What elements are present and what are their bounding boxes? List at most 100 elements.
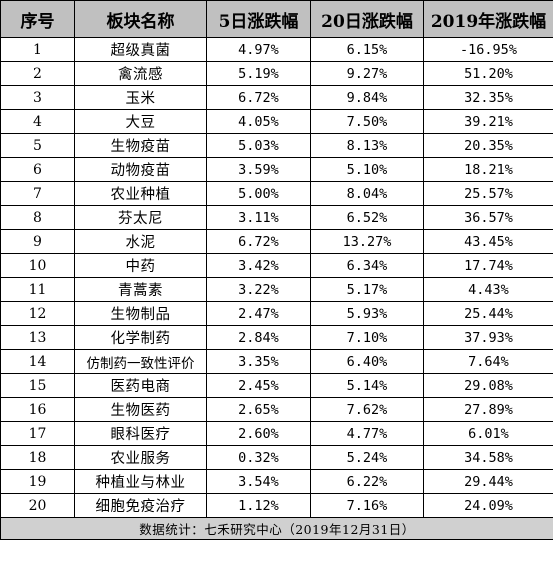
data-source-note: 数据统计：七禾研究中心（2019年12月31日） <box>0 517 553 540</box>
table-row: 7 农业种植 5.00% 8.04% 25.57% <box>0 181 553 206</box>
cell-2019-change: 7.64% <box>423 349 553 374</box>
table-row: 11 青蒿素 3.22% 5.17% 4.43% <box>0 277 553 302</box>
cell-5day-change: 0.32% <box>206 445 311 470</box>
cell-5day-change: 5.00% <box>206 181 311 206</box>
cell-sector-name: 生物制品 <box>74 301 207 326</box>
cell-20day-change: 4.77% <box>310 421 424 446</box>
cell-2019-change: 29.08% <box>423 373 553 398</box>
cell-5day-change: 1.12% <box>206 493 311 518</box>
cell-sector-name: 农业服务 <box>74 445 207 470</box>
cell-5day-change: 2.84% <box>206 325 311 350</box>
table-row: 20 细胞免疫治疗 1.12% 7.16% 24.09% <box>0 493 553 518</box>
cell-index: 9 <box>0 229 75 254</box>
cell-index: 6 <box>0 157 75 182</box>
cell-sector-name: 青蒿素 <box>74 277 207 302</box>
cell-index: 13 <box>0 325 75 350</box>
table-row: 10 中药 3.42% 6.34% 17.74% <box>0 253 553 278</box>
cell-20day-change: 7.10% <box>310 325 424 350</box>
cell-2019-change: 20.35% <box>423 133 553 158</box>
cell-2019-change: 18.21% <box>423 157 553 182</box>
cell-5day-change: 6.72% <box>206 229 311 254</box>
cell-sector-name: 农业种植 <box>74 181 207 206</box>
table-row: 14 仿制药一致性评价 3.35% 6.40% 7.64% <box>0 349 553 374</box>
cell-2019-change: 24.09% <box>423 493 553 518</box>
cell-sector-name: 动物疫苗 <box>74 157 207 182</box>
cell-index: 8 <box>0 205 75 230</box>
cell-2019-change: 51.20% <box>423 61 553 86</box>
table-row: 12 生物制品 2.47% 5.93% 25.44% <box>0 301 553 326</box>
table-row: 19 种植业与林业 3.54% 6.22% 29.44% <box>0 469 553 494</box>
cell-20day-change: 5.24% <box>310 445 424 470</box>
cell-index: 12 <box>0 301 75 326</box>
cell-2019-change: 29.44% <box>423 469 553 494</box>
cell-sector-name: 仿制药一致性评价 <box>74 349 207 374</box>
cell-20day-change: 9.27% <box>310 61 424 86</box>
cell-sector-name: 细胞免疫治疗 <box>74 493 207 518</box>
cell-2019-change: 39.21% <box>423 109 553 134</box>
cell-index: 2 <box>0 61 75 86</box>
cell-5day-change: 2.47% <box>206 301 311 326</box>
cell-5day-change: 3.54% <box>206 469 311 494</box>
cell-index: 11 <box>0 277 75 302</box>
cell-20day-change: 6.52% <box>310 205 424 230</box>
header-index: 序号 <box>0 0 75 38</box>
cell-index: 10 <box>0 253 75 278</box>
table-row: 6 动物疫苗 3.59% 5.10% 18.21% <box>0 157 553 182</box>
cell-20day-change: 5.17% <box>310 277 424 302</box>
cell-2019-change: 4.43% <box>423 277 553 302</box>
table-row: 17 眼科医疗 2.60% 4.77% 6.01% <box>0 421 553 446</box>
cell-5day-change: 6.72% <box>206 85 311 110</box>
cell-2019-change: 37.93% <box>423 325 553 350</box>
cell-20day-change: 8.04% <box>310 181 424 206</box>
table-row: 16 生物医药 2.65% 7.62% 27.89% <box>0 397 553 422</box>
table-row: 18 农业服务 0.32% 5.24% 34.58% <box>0 445 553 470</box>
cell-sector-name: 医药电商 <box>74 373 207 398</box>
cell-index: 14 <box>0 349 75 374</box>
cell-sector-name: 种植业与林业 <box>74 469 207 494</box>
cell-5day-change: 2.45% <box>206 373 311 398</box>
header-5day-change: 5日涨跌幅 <box>206 0 311 38</box>
table-body: 1 超级真菌 4.97% 6.15% -16.95% 2 禽流感 5.19% 9.27% 51.2… <box>0 37 553 518</box>
cell-sector-name: 生物医药 <box>74 397 207 422</box>
cell-5day-change: 4.05% <box>206 109 311 134</box>
cell-index: 7 <box>0 181 75 206</box>
cell-20day-change: 6.15% <box>310 37 424 62</box>
cell-2019-change: 32.35% <box>423 85 553 110</box>
cell-index: 4 <box>0 109 75 134</box>
cell-sector-name: 芬太尼 <box>74 205 207 230</box>
cell-5day-change: 3.59% <box>206 157 311 182</box>
cell-20day-change: 7.62% <box>310 397 424 422</box>
cell-5day-change: 3.42% <box>206 253 311 278</box>
sector-performance-table: 序号 板块名称 5日涨跌幅 20日涨跌幅 2019年涨跌幅 1 超级真菌 4.97%… <box>0 0 553 540</box>
cell-5day-change: 2.60% <box>206 421 311 446</box>
cell-index: 5 <box>0 133 75 158</box>
cell-5day-change: 3.35% <box>206 349 311 374</box>
cell-20day-change: 5.93% <box>310 301 424 326</box>
cell-index: 1 <box>0 37 75 62</box>
cell-sector-name: 禽流感 <box>74 61 207 86</box>
cell-2019-change: -16.95% <box>423 37 553 62</box>
cell-sector-name: 水泥 <box>74 229 207 254</box>
cell-20day-change: 7.16% <box>310 493 424 518</box>
cell-20day-change: 6.34% <box>310 253 424 278</box>
cell-sector-name: 超级真菌 <box>74 37 207 62</box>
cell-20day-change: 6.22% <box>310 469 424 494</box>
cell-5day-change: 5.03% <box>206 133 311 158</box>
cell-index: 17 <box>0 421 75 446</box>
cell-sector-name: 大豆 <box>74 109 207 134</box>
cell-index: 16 <box>0 397 75 422</box>
table-row: 1 超级真菌 4.97% 6.15% -16.95% <box>0 37 553 62</box>
header-sector-name: 板块名称 <box>74 0 207 38</box>
cell-2019-change: 25.57% <box>423 181 553 206</box>
cell-2019-change: 27.89% <box>423 397 553 422</box>
cell-sector-name: 中药 <box>74 253 207 278</box>
table-row: 8 芬太尼 3.11% 6.52% 36.57% <box>0 205 553 230</box>
cell-sector-name: 玉米 <box>74 85 207 110</box>
cell-20day-change: 5.14% <box>310 373 424 398</box>
table-row: 2 禽流感 5.19% 9.27% 51.20% <box>0 61 553 86</box>
cell-index: 3 <box>0 85 75 110</box>
cell-5day-change: 2.65% <box>206 397 311 422</box>
cell-2019-change: 43.45% <box>423 229 553 254</box>
table-row: 15 医药电商 2.45% 5.14% 29.08% <box>0 373 553 398</box>
table-row: 9 水泥 6.72% 13.27% 43.45% <box>0 229 553 254</box>
